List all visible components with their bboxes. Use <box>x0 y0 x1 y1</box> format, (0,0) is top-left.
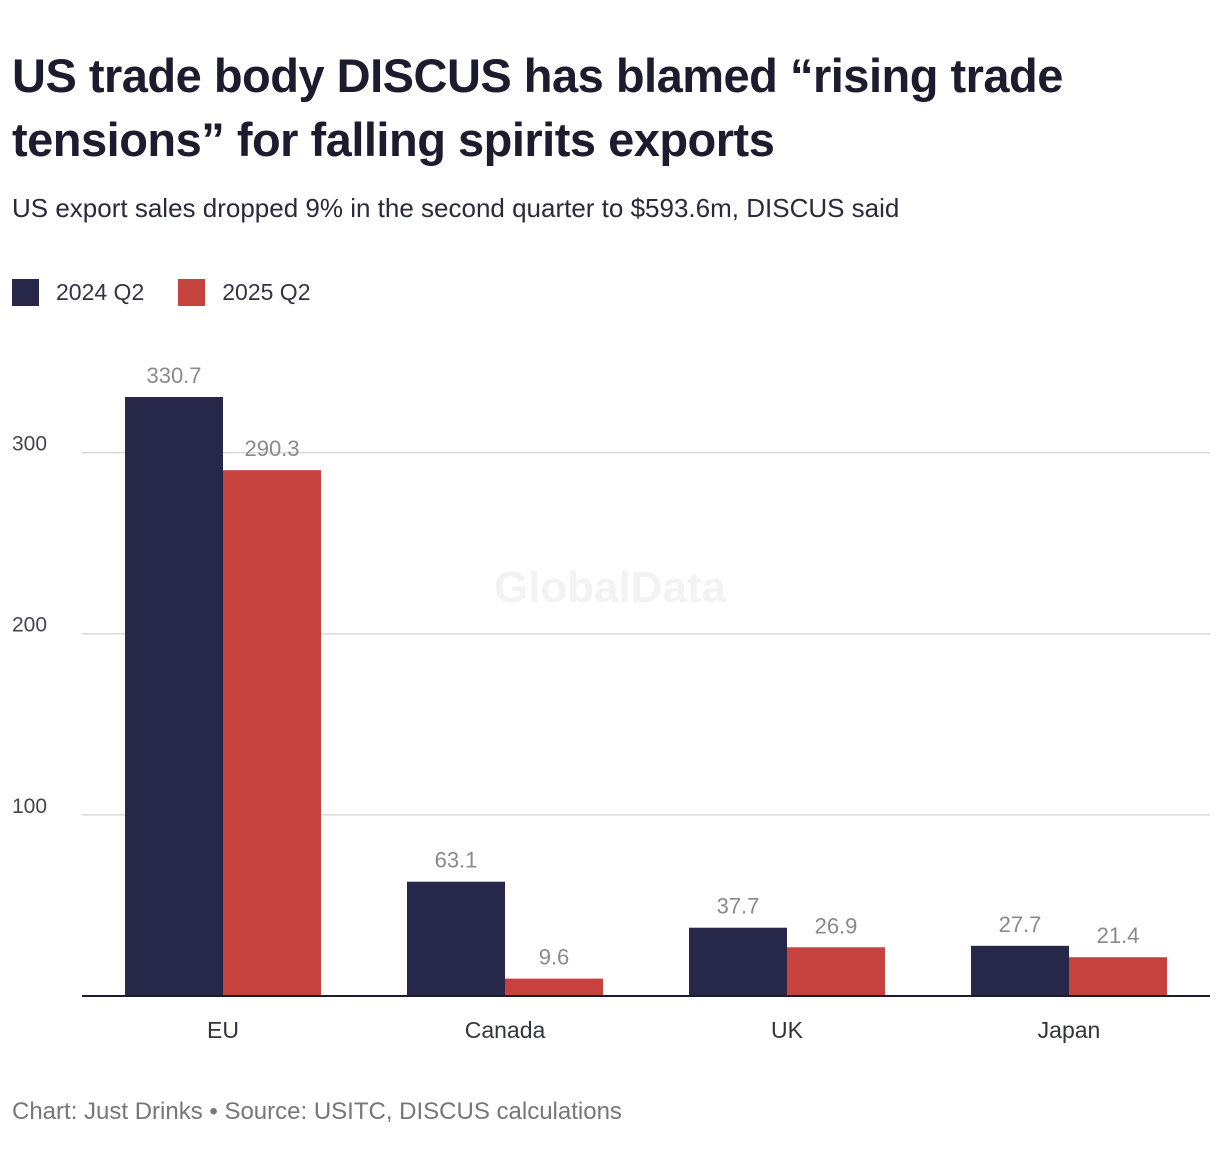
category-label-canada: Canada <box>465 1017 546 1043</box>
category-label-uk: UK <box>771 1017 804 1043</box>
chart-title: US trade body DISCUS has blamed “rising … <box>12 49 1063 166</box>
legend-item-2025: 2025 Q2 <box>178 278 311 306</box>
y-tick-label-200: 200 <box>12 614 47 637</box>
value-label-uk-2024-q2: 37.7 <box>717 894 760 919</box>
chart-footer: Chart: Just Drinks • Source: USITC, DISC… <box>12 1098 622 1125</box>
value-label-eu-2025-q2: 290.3 <box>244 436 299 461</box>
legend-label-2025: 2025 Q2 <box>222 278 311 305</box>
legend-swatch-2024 <box>12 278 39 306</box>
legend-swatch-2025 <box>178 278 206 306</box>
value-label-uk-2025-q2: 26.9 <box>815 913 858 938</box>
gridlines: 100 200 300 <box>12 433 1210 818</box>
value-labels: 330.7 290.3 63.1 9.6 37.7 26.9 27.7 21.4 <box>146 363 1139 970</box>
bar-uk-2025-q2 <box>787 947 885 996</box>
value-label-canada-2025-q2: 9.6 <box>539 945 570 970</box>
value-label-eu-2024-q2: 330.7 <box>146 363 201 388</box>
category-label-japan: Japan <box>1038 1017 1101 1043</box>
legend-item-2024: 2024 Q2 <box>12 278 145 306</box>
y-tick-label-100: 100 <box>12 795 47 818</box>
bar-eu-2024-q2 <box>125 397 223 996</box>
y-tick-label-300: 300 <box>12 433 47 456</box>
bar-canada-2025-q2 <box>505 978 603 996</box>
value-label-canada-2024-q2: 63.1 <box>435 848 478 873</box>
value-label-japan-2024-q2: 27.7 <box>999 912 1042 937</box>
legend-label-2024: 2024 Q2 <box>56 278 145 305</box>
bars <box>125 397 1167 996</box>
bar-chart: GlobalData 100 200 300 330.7 290.3 63.1 9.6 37… <box>12 363 1210 1043</box>
bar-eu-2025-q2 <box>223 470 321 996</box>
bar-uk-2024-q2 <box>689 927 787 996</box>
value-label-japan-2025-q2: 21.4 <box>1097 923 1140 948</box>
bar-japan-2025-q2 <box>1069 957 1167 996</box>
watermark-text: GlobalData <box>494 563 727 612</box>
category-label-eu: EU <box>207 1017 239 1043</box>
bar-japan-2024-q2 <box>971 945 1069 996</box>
bar-canada-2024-q2 <box>407 881 505 996</box>
category-labels: EU Canada UK Japan <box>207 1017 1100 1043</box>
legend: 2024 Q2 2025 Q2 <box>12 276 345 308</box>
chart-subtitle: US export sales dropped 9% in the second… <box>12 193 900 223</box>
